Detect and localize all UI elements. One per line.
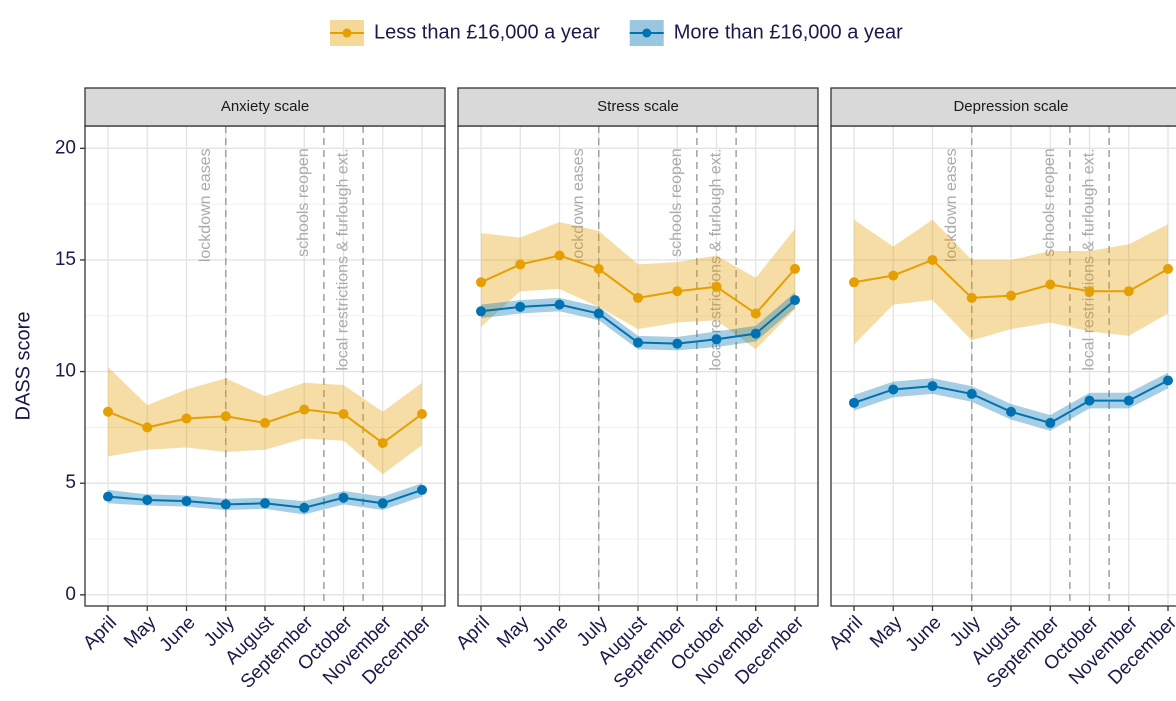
point	[633, 337, 643, 348]
point	[299, 502, 310, 513]
y-tick-label: 20	[55, 137, 76, 158]
x-tick-label: May	[120, 612, 161, 653]
panel: lockdown eases schools reopen local restri…	[452, 87, 819, 693]
x-tick-label: April	[79, 612, 121, 654]
point	[103, 406, 113, 417]
point	[417, 409, 427, 419]
point	[476, 306, 486, 317]
point	[790, 295, 800, 306]
x-tick-label: June	[902, 612, 946, 656]
point	[1163, 375, 1173, 386]
panel: lockdown eases schools reopen local restri…	[79, 87, 446, 693]
point	[593, 263, 604, 274]
point	[220, 411, 231, 422]
point	[672, 338, 683, 349]
strip-label: Depression scale	[953, 98, 1068, 115]
point	[260, 417, 270, 428]
point	[142, 422, 153, 433]
y-axis-title: DASS score	[12, 312, 34, 421]
y-tick-label: 15	[55, 249, 76, 270]
x-tick-label: June	[156, 612, 200, 656]
annotation-label: schools reopen	[668, 148, 685, 257]
strip	[830, 87, 1176, 127]
panel-bg	[831, 126, 1176, 606]
point	[711, 281, 722, 292]
strip-label: Stress scale	[597, 98, 679, 115]
x-tick-label: April	[452, 612, 494, 654]
point	[966, 388, 977, 399]
point	[750, 308, 761, 319]
legend-key-point	[342, 28, 352, 38]
y-tick-label: 10	[55, 361, 76, 382]
annotation-label: lockdown eases	[943, 148, 960, 262]
point	[927, 254, 938, 265]
y-tick-label: 0	[65, 584, 76, 605]
point	[515, 259, 526, 270]
x-tick-label: April	[825, 612, 867, 654]
point	[338, 492, 349, 503]
point	[554, 299, 565, 310]
point	[220, 499, 231, 510]
point	[888, 384, 899, 395]
legend-label: Less than £16,000 a year	[374, 21, 600, 43]
point	[260, 498, 270, 509]
point	[1084, 286, 1095, 297]
strip-label: Anxiety scale	[221, 98, 309, 115]
point	[103, 491, 113, 502]
point	[554, 250, 565, 261]
point	[633, 292, 643, 303]
annotation-label: schools reopen	[295, 148, 312, 257]
point	[476, 277, 486, 288]
point	[1006, 290, 1016, 301]
strip	[84, 87, 446, 127]
point	[377, 438, 388, 449]
point	[338, 409, 349, 419]
annotation-label: local restrictions & furlough ext.	[1080, 148, 1097, 370]
point	[299, 404, 310, 415]
point	[181, 496, 192, 507]
point	[849, 277, 859, 288]
point	[515, 301, 526, 312]
y-tick-label: 5	[65, 472, 76, 493]
point	[181, 413, 192, 424]
panel: lockdown eases schools reopen local restri…	[825, 87, 1176, 693]
point	[849, 397, 859, 408]
annotation-label: local restrictions & furlough ext.	[334, 148, 351, 370]
point	[790, 263, 800, 274]
point	[966, 292, 977, 303]
x-tick-label: May	[493, 612, 534, 653]
point	[1163, 263, 1173, 274]
annotation-label: local restrictions & furlough ext.	[707, 148, 724, 370]
point	[593, 308, 604, 319]
x-tick-label: June	[529, 612, 573, 656]
point	[142, 494, 153, 505]
confidence-band	[854, 219, 1168, 345]
legend: Less than £16,000 a year More than £16,00…	[330, 20, 903, 46]
point	[750, 328, 761, 339]
point	[417, 484, 427, 495]
point	[1006, 406, 1016, 417]
point	[888, 270, 899, 281]
legend-key-point	[642, 28, 652, 38]
point	[1045, 417, 1056, 428]
strip	[457, 87, 819, 127]
point	[672, 286, 683, 297]
point	[711, 334, 722, 345]
point	[1045, 279, 1056, 290]
annotation-label: schools reopen	[1041, 148, 1058, 257]
annotation-label: lockdown eases	[570, 148, 587, 262]
annotation-label: lockdown eases	[197, 148, 214, 262]
point	[377, 498, 388, 509]
legend-label: More than £16,000 a year	[674, 21, 903, 43]
point	[1123, 286, 1134, 297]
point	[1123, 395, 1134, 406]
point	[1084, 395, 1095, 406]
point	[927, 381, 938, 392]
x-tick-label: May	[866, 612, 907, 653]
